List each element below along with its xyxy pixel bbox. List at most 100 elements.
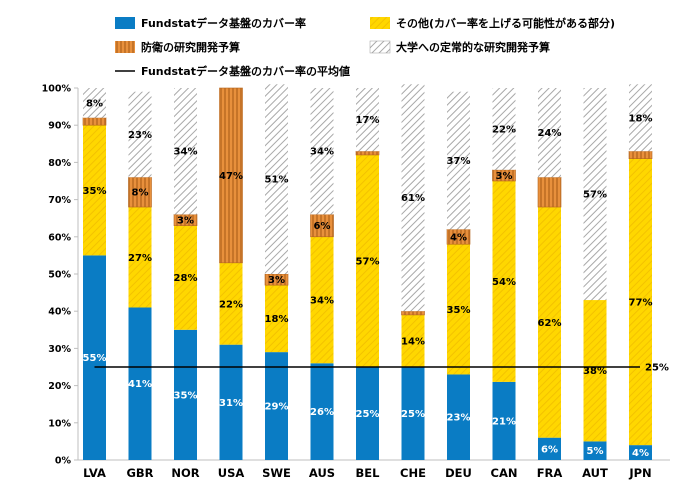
data-label-deu-univ: 37% bbox=[447, 156, 471, 167]
data-label-usa-other: 22% bbox=[219, 299, 243, 310]
legend-swatch-fundstat bbox=[115, 17, 135, 29]
x-tick-label-gbr: GBR bbox=[126, 466, 153, 480]
y-tick-label: 90% bbox=[48, 121, 71, 132]
bars bbox=[82, 84, 653, 460]
bar-deu-univ bbox=[447, 91, 470, 230]
legend-label-fundstat: Fundstatデータ基盤のカバー率 bbox=[141, 16, 306, 30]
y-axis: 0% 10% 20% 30% 40% 50% 60% 70% 80% 90% 100% bbox=[42, 84, 670, 467]
bar-gbr-other bbox=[128, 207, 152, 308]
data-label-gbr-univ: 23% bbox=[128, 130, 152, 141]
data-label-fra-univ: 24% bbox=[538, 128, 562, 139]
bar-usa-other bbox=[219, 262, 243, 345]
data-label-che-other: 14% bbox=[401, 336, 425, 347]
data-label-bel-fundstat: 25% bbox=[356, 409, 380, 420]
bar-jpn-defense bbox=[628, 150, 653, 159]
data-label-jpn-fundstat: 4% bbox=[632, 448, 649, 459]
data-label-aus-fundstat: 26% bbox=[310, 407, 334, 418]
bar-jpn-fundstat bbox=[629, 445, 652, 460]
data-label-gbr-other: 27% bbox=[128, 253, 152, 264]
data-label-swe-fundstat: 29% bbox=[265, 402, 289, 413]
x-tick-label-usa: USA bbox=[218, 466, 245, 480]
bar-bel-defense bbox=[355, 150, 380, 156]
bar-swe-univ bbox=[265, 84, 288, 274]
bar-bel-univ bbox=[356, 88, 379, 152]
bar-che-fundstat bbox=[401, 367, 425, 460]
data-label-lva-univ: 8% bbox=[86, 98, 103, 109]
bar-lva-fundstat bbox=[83, 255, 106, 460]
legend-swatch-other bbox=[370, 17, 390, 29]
data-label-nor-univ: 34% bbox=[174, 147, 198, 158]
legend-label-univ: 大学への定常的な研究開発予算 bbox=[396, 40, 550, 54]
bar-bel-fundstat bbox=[356, 367, 379, 460]
data-label-can-defense: 3% bbox=[496, 171, 513, 182]
bar-aut-univ bbox=[583, 88, 607, 301]
y-tick-label: 50% bbox=[48, 270, 71, 281]
bar-lva-other bbox=[83, 125, 106, 256]
bar-fra-univ bbox=[538, 88, 561, 178]
data-label-swe-defense: 3% bbox=[268, 275, 285, 286]
bar-usa-defense bbox=[219, 87, 243, 264]
x-tick-label-can: CAN bbox=[491, 466, 518, 480]
data-label-jpn-univ: 18% bbox=[629, 113, 653, 124]
data-label-can-fundstat: 21% bbox=[492, 416, 516, 427]
data-label-fra-other: 62% bbox=[538, 318, 562, 329]
bar-bel-other bbox=[356, 154, 379, 367]
bar-usa-fundstat bbox=[219, 344, 243, 460]
bar-deu-other bbox=[447, 244, 470, 375]
x-tick-label-deu: DEU bbox=[445, 466, 472, 480]
data-label-aut-other: 38% bbox=[583, 366, 607, 377]
legend-swatch-univ bbox=[369, 40, 391, 54]
bar-fra-other bbox=[538, 207, 561, 438]
legend-label-average-line: Fundstatデータ基盤のカバー率の平均値 bbox=[141, 64, 350, 78]
bar-swe-other bbox=[265, 285, 288, 353]
bar-fra-fundstat bbox=[538, 437, 561, 460]
data-label-aus-other: 34% bbox=[310, 296, 334, 307]
bar-aus-fundstat bbox=[310, 363, 334, 460]
bar-gbr-univ bbox=[128, 91, 152, 178]
data-label-can-other: 54% bbox=[492, 277, 516, 288]
bar-nor-fundstat bbox=[174, 329, 197, 460]
data-label-lva-fundstat: 55% bbox=[83, 353, 107, 364]
data-label-swe-other: 18% bbox=[265, 314, 289, 325]
bar-aut-other bbox=[583, 300, 607, 442]
x-tick-label-aus: AUS bbox=[309, 466, 335, 480]
bar-can-fundstat bbox=[492, 381, 516, 460]
data-label-can-univ: 22% bbox=[492, 124, 516, 135]
bar-aus-other bbox=[310, 236, 334, 364]
x-tick-label-bel: BEL bbox=[356, 466, 381, 480]
data-label-nor-defense: 3% bbox=[177, 216, 194, 227]
bar-aus-univ bbox=[310, 88, 334, 215]
data-label-aut-fundstat: 5% bbox=[587, 446, 604, 457]
data-label-jpn-other: 77% bbox=[629, 297, 653, 308]
data-label-usa-fundstat: 31% bbox=[219, 398, 243, 409]
x-tick-label-swe: SWE bbox=[262, 466, 291, 480]
x-tick-label-fra: FRA bbox=[537, 466, 563, 480]
data-label-aus-defense: 6% bbox=[314, 221, 331, 232]
legend-swatch-defense bbox=[115, 41, 135, 53]
legend-label-other: その他(カバー率を上げる可能性がある部分) bbox=[396, 16, 615, 30]
data-label-aut-univ: 57% bbox=[583, 190, 607, 201]
data-labels: 55% 35% 8% 41% 27% 8% 23% 35% 28% 3% 34% 31% 22% 47% 2… bbox=[83, 98, 653, 459]
y-tick-label: 80% bbox=[48, 158, 71, 169]
data-label-bel-univ: 17% bbox=[356, 115, 380, 126]
bar-fra-defense bbox=[537, 176, 562, 208]
legend: Fundstatデータ基盤のカバー率 その他(カバー率を上げる可能性がある部分) 防… bbox=[115, 16, 615, 78]
bar-aut-fundstat bbox=[583, 441, 607, 460]
data-label-fra-fundstat: 6% bbox=[541, 444, 558, 455]
x-tick-label-che: CHE bbox=[400, 466, 426, 480]
x-tick-label-lva: LVA bbox=[83, 466, 106, 480]
data-label-deu-defense: 4% bbox=[450, 232, 467, 243]
data-label-gbr-fundstat: 41% bbox=[128, 379, 152, 390]
bar-nor-other bbox=[174, 225, 197, 330]
legend-label-defense: 防衛の研究開発予算 bbox=[141, 40, 240, 54]
data-label-che-univ: 61% bbox=[401, 193, 425, 204]
data-label-usa-defense: 47% bbox=[219, 171, 243, 182]
bar-gbr-fundstat bbox=[128, 307, 152, 460]
data-label-nor-other: 28% bbox=[174, 273, 198, 284]
data-label-swe-univ: 51% bbox=[265, 175, 289, 186]
bar-che-defense bbox=[401, 310, 425, 316]
data-label-deu-fundstat: 23% bbox=[447, 413, 471, 424]
bar-nor-univ bbox=[174, 88, 197, 215]
